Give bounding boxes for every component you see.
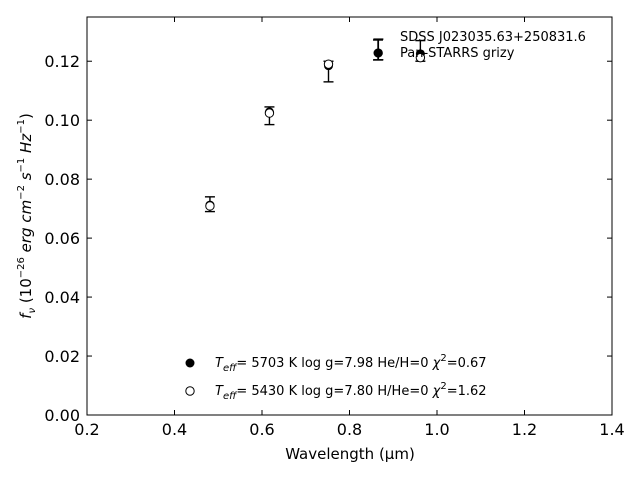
annotation-filled-chi-exp: 2 bbox=[440, 353, 446, 364]
legend: SDSS J023035.63+250831.6 Pan-STARRS griz… bbox=[373, 30, 586, 61]
y-label-exp4: −1 bbox=[16, 119, 27, 134]
y-label-exp2: −2 bbox=[16, 185, 27, 200]
x-tick-label: 1.4 bbox=[599, 420, 624, 439]
x-axis-ticks: 0.2 0.4 0.6 0.8 1.0 1.2 1.4 bbox=[74, 17, 625, 439]
annotation-open-chi-value: =1.62 bbox=[447, 384, 487, 399]
y-axis-ticks: 0.00 0.02 0.04 0.06 0.08 0.10 0.12 bbox=[44, 52, 612, 425]
legend-label-sdss: SDSS J023035.63+250831.6 bbox=[400, 30, 586, 45]
y-tick-label: 0.12 bbox=[44, 52, 80, 71]
annotation-open-teff: T bbox=[215, 384, 224, 399]
y-label-mid: erg cm bbox=[17, 200, 35, 257]
y-label-hz: Hz bbox=[17, 133, 35, 158]
annotation-open-chi: χ bbox=[432, 384, 442, 399]
annotation-filled-text: Teff= 5703 K log g=7.98 He/H=0 χ2=0.67 bbox=[215, 353, 487, 374]
open-point-series bbox=[205, 52, 426, 211]
x-tick-label: 0.8 bbox=[337, 420, 362, 439]
y-tick-label: 0.10 bbox=[44, 111, 80, 130]
filled-point-series bbox=[205, 48, 425, 210]
model-annotation-filled: Teff= 5703 K log g=7.98 He/H=0 χ2=0.67 bbox=[185, 353, 487, 374]
y-tick-label: 0.06 bbox=[44, 229, 80, 248]
model-annotation-open: Teff= 5430 K log g=7.80 H/He=0 χ2=1.62 bbox=[185, 381, 487, 402]
annotation-filled-teff-sub: eff bbox=[223, 363, 238, 374]
x-axis-label: Wavelength (μm) bbox=[285, 445, 415, 463]
annotation-open-text: Teff= 5430 K log g=7.80 H/He=0 χ2=1.62 bbox=[215, 381, 487, 402]
y-tick-label: 0.00 bbox=[44, 406, 80, 425]
annotation-open-chi-exp: 2 bbox=[440, 381, 446, 392]
x-tick-label: 0.4 bbox=[162, 420, 187, 439]
y-label-f: f bbox=[17, 311, 35, 319]
x-tick-label: 1.0 bbox=[424, 420, 449, 439]
annotation-filled-marker bbox=[185, 358, 195, 368]
annotation-open-marker bbox=[185, 386, 195, 396]
legend-filled-marker bbox=[373, 48, 383, 58]
legend-entry-panstarrs: Pan-STARRS grizy bbox=[373, 46, 515, 61]
y-tick-label: 0.02 bbox=[44, 347, 80, 366]
x-tick-label: 0.6 bbox=[249, 420, 274, 439]
open-point bbox=[323, 59, 334, 69]
y-label-open: (10 bbox=[17, 278, 35, 308]
y-label-nu: ν bbox=[27, 308, 38, 314]
open-point bbox=[264, 108, 275, 118]
annotation-filled-params: = 5703 K log g=7.98 He/H=0 bbox=[236, 356, 432, 371]
x-tick-label: 1.2 bbox=[512, 420, 537, 439]
y-label-close: ) bbox=[17, 113, 35, 119]
annotation-filled-teff: T bbox=[215, 356, 224, 371]
annotation-open-teff-sub: eff bbox=[223, 391, 238, 402]
x-tick-label: 0.2 bbox=[74, 420, 99, 439]
y-axis-label: fν (10−26 erg cm−2 s−1 Hz−1) bbox=[16, 113, 38, 319]
open-point bbox=[415, 52, 426, 63]
y-tick-label: 0.08 bbox=[44, 170, 80, 189]
annotation-open-params: = 5430 K log g=7.80 H/He=0 bbox=[236, 384, 432, 399]
annotation-filled-chi: χ bbox=[432, 356, 442, 371]
annotation-filled-chi-value: =0.67 bbox=[447, 356, 487, 371]
errorbar-series bbox=[204, 38, 426, 213]
y-tick-label: 0.04 bbox=[44, 288, 80, 307]
y-label-exp: −26 bbox=[16, 257, 27, 278]
y-label-s: s bbox=[17, 172, 35, 185]
open-point bbox=[205, 201, 215, 211]
legend-label-panstarrs: Pan-STARRS grizy bbox=[400, 46, 515, 61]
y-label-exp3: −1 bbox=[16, 158, 27, 173]
